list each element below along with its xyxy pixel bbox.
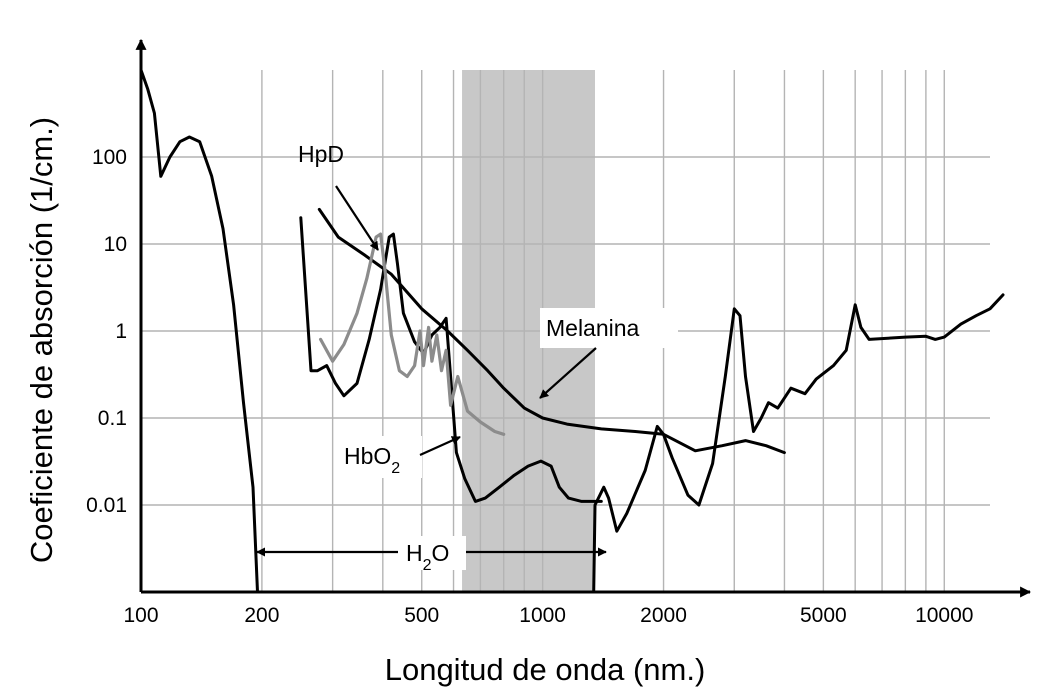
x-tick-label: 200: [244, 604, 279, 627]
annotation-melanina: Melanina: [546, 315, 640, 341]
x-tick-label: 2000: [640, 604, 687, 627]
x-axis-title: Longitud de onda (nm.): [385, 652, 706, 687]
x-tick-label: 5000: [800, 604, 847, 627]
x-tick-label: 1000: [519, 604, 566, 627]
x-tick-label: 100: [123, 604, 158, 627]
annotation-melanina-arrow: [539, 347, 597, 399]
annotation-hpd-arrow: [335, 185, 379, 251]
y-tick-label: 1: [115, 320, 127, 343]
y-tick-label: 10: [104, 233, 127, 256]
curve-hbo2: [299, 216, 603, 503]
curve-melanina: [317, 207, 786, 455]
curve-hpd: [319, 232, 506, 436]
curve-h2o: [139, 68, 259, 594]
data-curves: [139, 68, 1005, 594]
y-axis-title: Coeficiente de absorción (1/cm.): [24, 117, 59, 563]
y-tick-label: 100: [92, 146, 127, 169]
annotations: HpD Melanina HbO2 H2O: [256, 141, 678, 574]
x-tick-labels: 100 200 500 1000 2000 5000 10000: [123, 604, 973, 627]
y-tick-labels: 100 10 1 0.1 0.01: [86, 146, 127, 517]
x-tick-label: 10000: [915, 604, 973, 627]
y-tick-label: 0.1: [98, 407, 127, 430]
annotation-hbo2-arrow: [419, 435, 461, 457]
curve-h2o: [592, 293, 1005, 594]
annotation-hpd: HpD: [298, 141, 344, 167]
x-tick-label: 500: [404, 604, 439, 627]
y-tick-label: 0.01: [86, 494, 127, 517]
